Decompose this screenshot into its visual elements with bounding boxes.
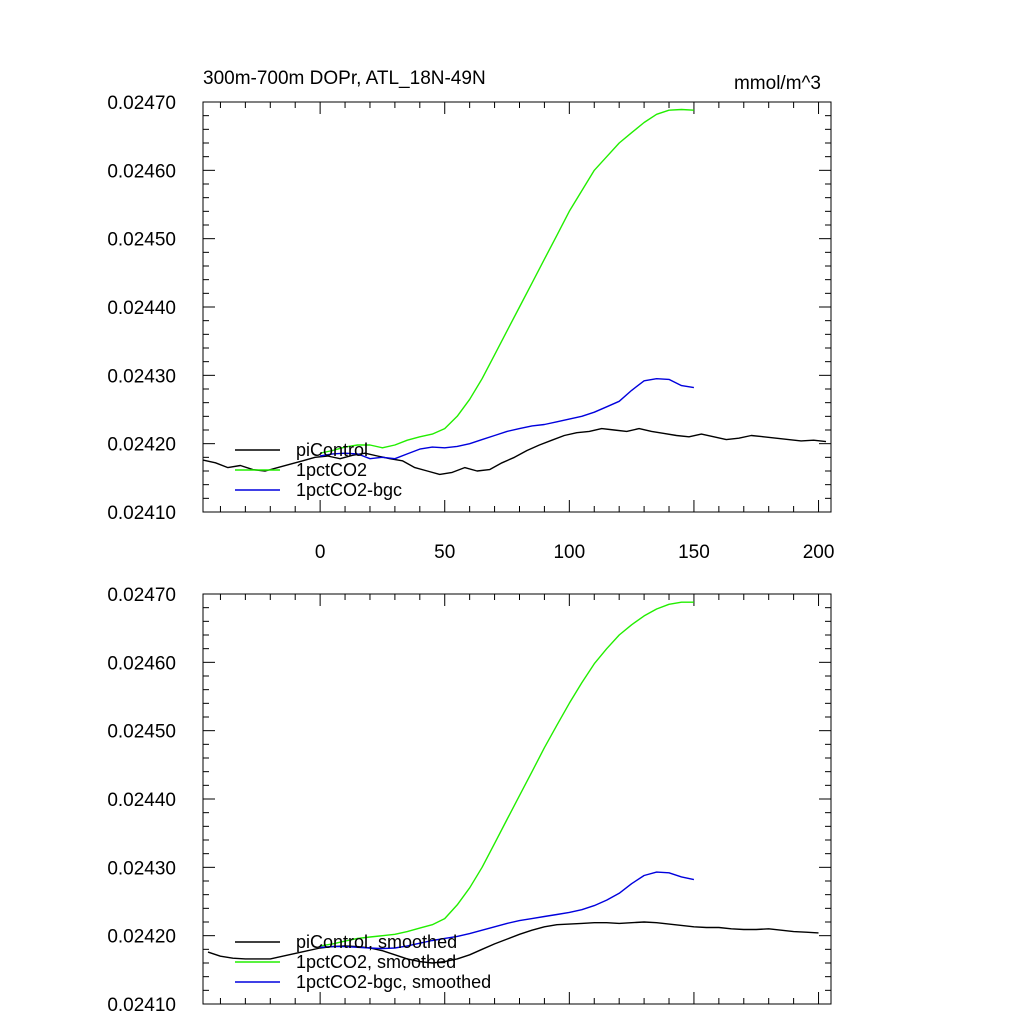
x-tick-label: 100	[553, 542, 585, 563]
y-tick-label: 0.02440	[107, 790, 176, 811]
legend-label: 1pctCO2-bgc	[296, 480, 402, 500]
y-tick-label: 0.02430	[107, 366, 176, 387]
legend-label: piControl, smoothed	[296, 932, 457, 952]
legend-label: 1pctCO2	[296, 460, 367, 480]
y-tick-label: 0.02470	[107, 585, 176, 606]
series-line-1	[207, 921, 819, 964]
y-tick-label: 0.02450	[107, 230, 176, 251]
x-tick-label: 50	[434, 542, 455, 563]
chart-title: 300m-700m DOPr, ATL_18N-49N	[203, 68, 486, 89]
x-tick-label: 150	[678, 542, 710, 563]
y-tick-label: 0.02460	[107, 161, 176, 182]
y-tick-label: 0.02450	[107, 722, 176, 743]
y-tick-label: 0.02410	[107, 995, 176, 1016]
units-label: mmol/m^3	[734, 73, 821, 94]
chart-panel-1: 0.02410 0.02420 0.02430 0.02440 0.02450 0.024…	[107, 68, 834, 563]
x-tick-label: 0	[315, 542, 326, 563]
legend-label: 1pctCO2, smoothed	[296, 952, 456, 972]
y-tick-label: 0.02460	[107, 653, 176, 674]
y-tick-label: 0.02410	[107, 503, 176, 524]
chart-panel-2: 0.02410 0.02420 0.02430 0.02440 0.02450 0.024…	[107, 585, 832, 1016]
series-line-2	[319, 108, 694, 454]
y-tick-label: 0.02420	[107, 435, 176, 456]
legend-label: 1pctCO2-bgc, smoothed	[296, 972, 491, 992]
y-tick-label: 0.02470	[107, 93, 176, 114]
series-line-3	[320, 871, 695, 950]
y-tick-label: 0.02420	[107, 927, 176, 948]
series-line-2	[319, 601, 694, 947]
x-tick-label: 200	[803, 542, 835, 563]
series-line-1	[202, 427, 827, 476]
y-tick-label: 0.02430	[107, 858, 176, 879]
series-line-3	[319, 378, 695, 460]
y-tick-label: 0.02440	[107, 298, 176, 319]
legend-label: piControl	[296, 440, 368, 460]
